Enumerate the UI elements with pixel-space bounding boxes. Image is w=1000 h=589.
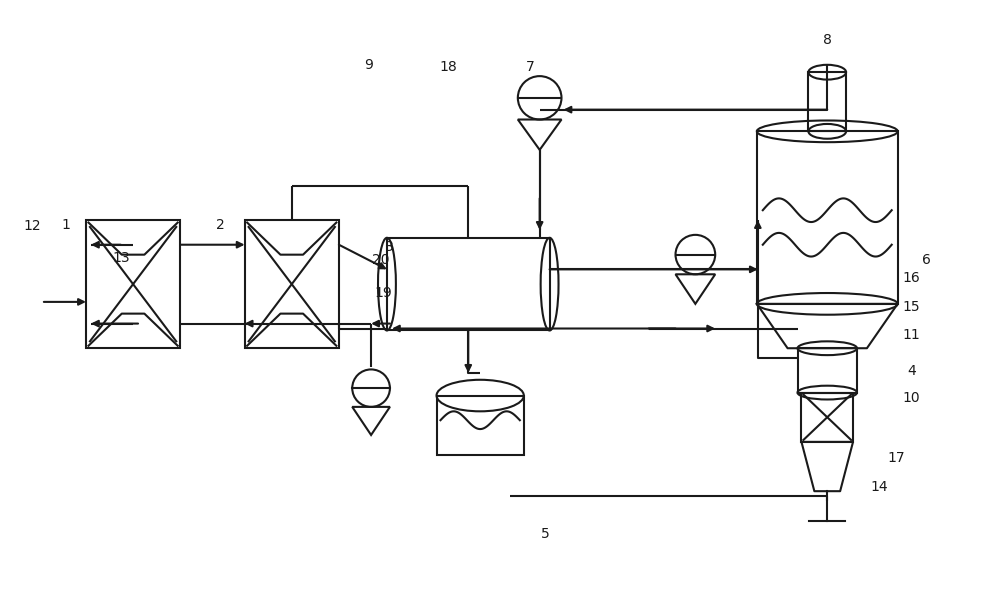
Text: 6: 6 [922,253,931,267]
Bar [757,131,898,304]
Bar [808,72,846,131]
Text: 7: 7 [525,60,534,74]
Text: 9: 9 [364,58,373,72]
Bar [798,348,857,393]
Text: 18: 18 [440,60,457,74]
Text: 2: 2 [216,218,225,232]
Text: 4: 4 [907,364,916,378]
Text: 20: 20 [372,253,390,267]
Bar [387,238,550,330]
Text: 16: 16 [903,272,920,285]
Text: 13: 13 [112,252,130,266]
Text: 19: 19 [374,286,392,300]
Text: 5: 5 [541,527,550,541]
Bar [801,393,853,442]
Text: 8: 8 [823,33,832,47]
Text: 3: 3 [385,240,393,254]
Text: 17: 17 [888,451,905,465]
Bar [437,396,524,455]
Bar [86,220,180,348]
Text: 11: 11 [903,328,920,342]
Text: 10: 10 [903,391,920,405]
Bar [245,220,339,348]
Text: 12: 12 [23,219,41,233]
Text: 14: 14 [870,480,888,494]
Text: 1: 1 [61,218,70,232]
Text: 15: 15 [903,300,920,315]
